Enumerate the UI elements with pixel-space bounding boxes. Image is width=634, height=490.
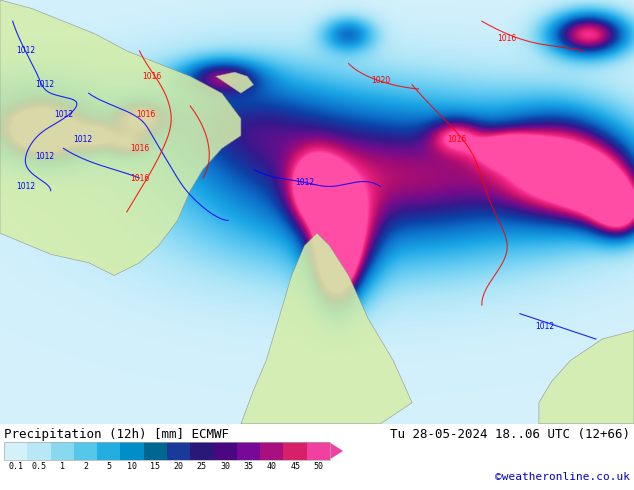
Text: Precipitation (12h) [mm] ECMWF: Precipitation (12h) [mm] ECMWF: [4, 428, 229, 441]
Bar: [144, 442, 167, 460]
Text: 1016: 1016: [447, 135, 466, 145]
Polygon shape: [241, 233, 412, 424]
Bar: [74, 442, 97, 460]
Text: 1016: 1016: [136, 110, 155, 119]
FancyArrow shape: [329, 443, 343, 459]
Text: 2: 2: [83, 462, 88, 471]
Polygon shape: [216, 72, 254, 93]
Text: 0.5: 0.5: [32, 462, 46, 471]
Bar: [190, 442, 214, 460]
Text: 0.1: 0.1: [8, 462, 23, 471]
Bar: [4, 442, 330, 460]
Text: 1012: 1012: [35, 80, 54, 89]
Bar: [97, 442, 120, 460]
Text: Tu 28-05-2024 18..06 UTC (12+66): Tu 28-05-2024 18..06 UTC (12+66): [390, 428, 630, 441]
Text: 10: 10: [127, 462, 137, 471]
Text: 1012: 1012: [35, 152, 54, 161]
Bar: [214, 442, 237, 460]
Text: 1020: 1020: [371, 76, 390, 85]
Text: 1016: 1016: [498, 34, 517, 43]
Bar: [27, 442, 51, 460]
Text: 1: 1: [60, 462, 65, 471]
Text: 1012: 1012: [16, 182, 35, 191]
Bar: [260, 442, 283, 460]
Text: 1016: 1016: [143, 72, 162, 81]
Bar: [120, 442, 144, 460]
Text: 1012: 1012: [536, 322, 555, 331]
Text: 1012: 1012: [54, 110, 73, 119]
Text: 1012: 1012: [16, 47, 35, 55]
Bar: [283, 442, 307, 460]
Text: 20: 20: [174, 462, 184, 471]
Text: 45: 45: [290, 462, 300, 471]
Bar: [237, 442, 260, 460]
Text: ©weatheronline.co.uk: ©weatheronline.co.uk: [495, 472, 630, 482]
Text: 40: 40: [267, 462, 277, 471]
Text: 50: 50: [313, 462, 323, 471]
Text: 1012: 1012: [73, 135, 92, 145]
Text: 5: 5: [107, 462, 112, 471]
Text: 30: 30: [220, 462, 230, 471]
Bar: [51, 442, 74, 460]
Bar: [167, 442, 190, 460]
Text: 25: 25: [197, 462, 207, 471]
Text: 35: 35: [243, 462, 254, 471]
Text: 1012: 1012: [295, 178, 314, 187]
Text: 15: 15: [150, 462, 160, 471]
Polygon shape: [539, 331, 634, 424]
Text: 1016: 1016: [130, 173, 149, 182]
Bar: [307, 442, 330, 460]
Bar: [4, 442, 27, 460]
Text: 1016: 1016: [130, 144, 149, 153]
Polygon shape: [0, 0, 241, 275]
